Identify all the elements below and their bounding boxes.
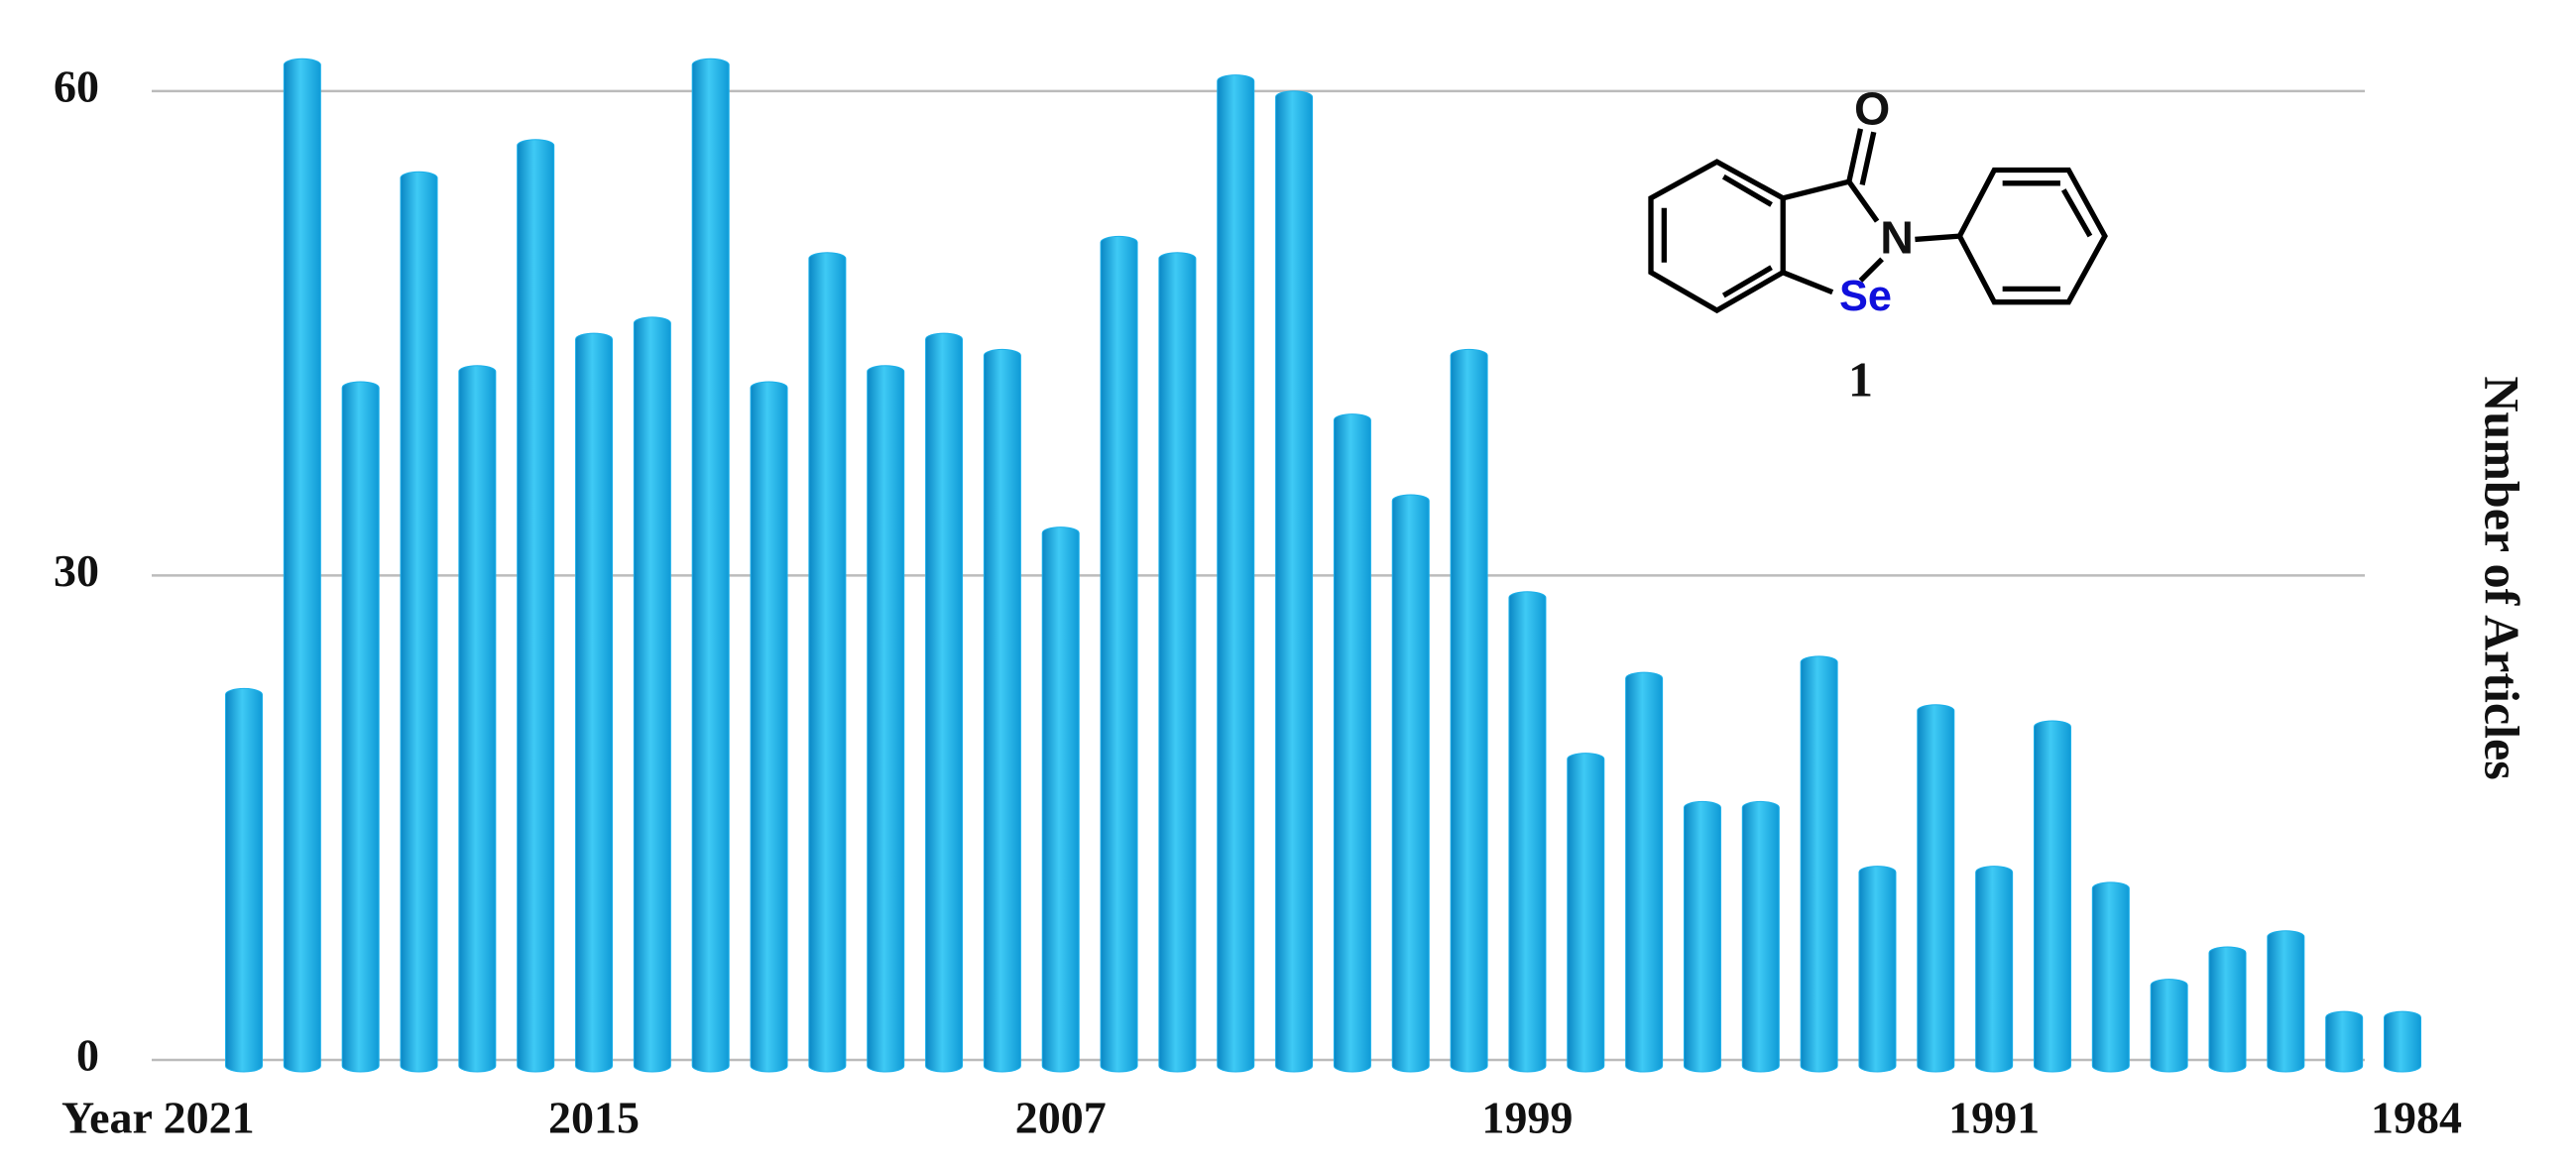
bar xyxy=(2150,979,2188,1073)
bar xyxy=(2384,1010,2421,1073)
bar xyxy=(691,58,730,1073)
bar xyxy=(1858,866,1897,1073)
bar xyxy=(1158,252,1197,1073)
structure: O N Se 1 xyxy=(1648,83,2108,407)
bar xyxy=(341,381,380,1073)
bar xyxy=(1333,413,1371,1073)
bars xyxy=(225,58,2421,1073)
bar xyxy=(1450,348,1488,1073)
bar xyxy=(458,365,497,1073)
bar xyxy=(2091,881,2130,1073)
bar xyxy=(2325,1010,2364,1073)
bar xyxy=(575,332,614,1073)
atom-label: O xyxy=(1854,83,1890,135)
bar xyxy=(1625,671,1664,1073)
bar xyxy=(225,687,263,1073)
bar xyxy=(633,316,671,1073)
x-tick-label: 1999 xyxy=(1481,1093,1573,1143)
bar xyxy=(1217,74,1255,1073)
x-tick-label: 2015 xyxy=(548,1093,640,1143)
bond xyxy=(1846,128,1864,182)
y-axis-label: Number of Articles xyxy=(2475,376,2530,779)
bond xyxy=(1859,131,1877,186)
bar xyxy=(2208,946,2247,1073)
x-tick-label: 1991 xyxy=(1948,1093,2040,1143)
bond xyxy=(1858,257,1884,283)
bar xyxy=(1275,90,1314,1073)
bar xyxy=(1741,800,1780,1073)
bar xyxy=(2033,720,2071,1073)
bar xyxy=(283,58,321,1073)
x-tick-label: 1984 xyxy=(2371,1093,2462,1143)
bar xyxy=(750,381,788,1073)
bond xyxy=(1782,270,1834,295)
x-tick-label: 2007 xyxy=(1015,1093,1107,1143)
bar xyxy=(1683,800,1721,1073)
x-tick-label: Year 2021 xyxy=(61,1093,255,1143)
bar xyxy=(1975,866,2014,1073)
atom-label: Se xyxy=(1839,273,1892,320)
bar xyxy=(2267,930,2305,1073)
phenyl-ring xyxy=(1956,167,2108,305)
bar xyxy=(1917,704,1955,1073)
bar xyxy=(400,171,438,1073)
bar xyxy=(1800,655,1838,1073)
bond xyxy=(2060,188,2093,238)
bar xyxy=(1508,591,1547,1073)
benzo-ring xyxy=(1648,159,1786,314)
y-tick-label: 0 xyxy=(76,1030,99,1081)
bar xyxy=(517,139,555,1073)
bar xyxy=(867,365,905,1073)
bar xyxy=(808,252,847,1073)
y-tick-label: 30 xyxy=(54,545,99,596)
bond xyxy=(1915,233,1960,243)
atom-label: N xyxy=(1880,211,1914,263)
bar xyxy=(1041,526,1080,1073)
bond xyxy=(1782,178,1850,201)
y-tick-label: 60 xyxy=(54,60,99,111)
bar xyxy=(983,348,1021,1073)
bond xyxy=(1721,174,1773,207)
bar xyxy=(925,332,964,1073)
bar xyxy=(1391,494,1430,1073)
bar xyxy=(1100,235,1138,1073)
bond xyxy=(1846,179,1880,223)
bond xyxy=(1721,265,1773,298)
compound-label: 1 xyxy=(1848,351,1873,407)
bar xyxy=(1567,753,1605,1073)
